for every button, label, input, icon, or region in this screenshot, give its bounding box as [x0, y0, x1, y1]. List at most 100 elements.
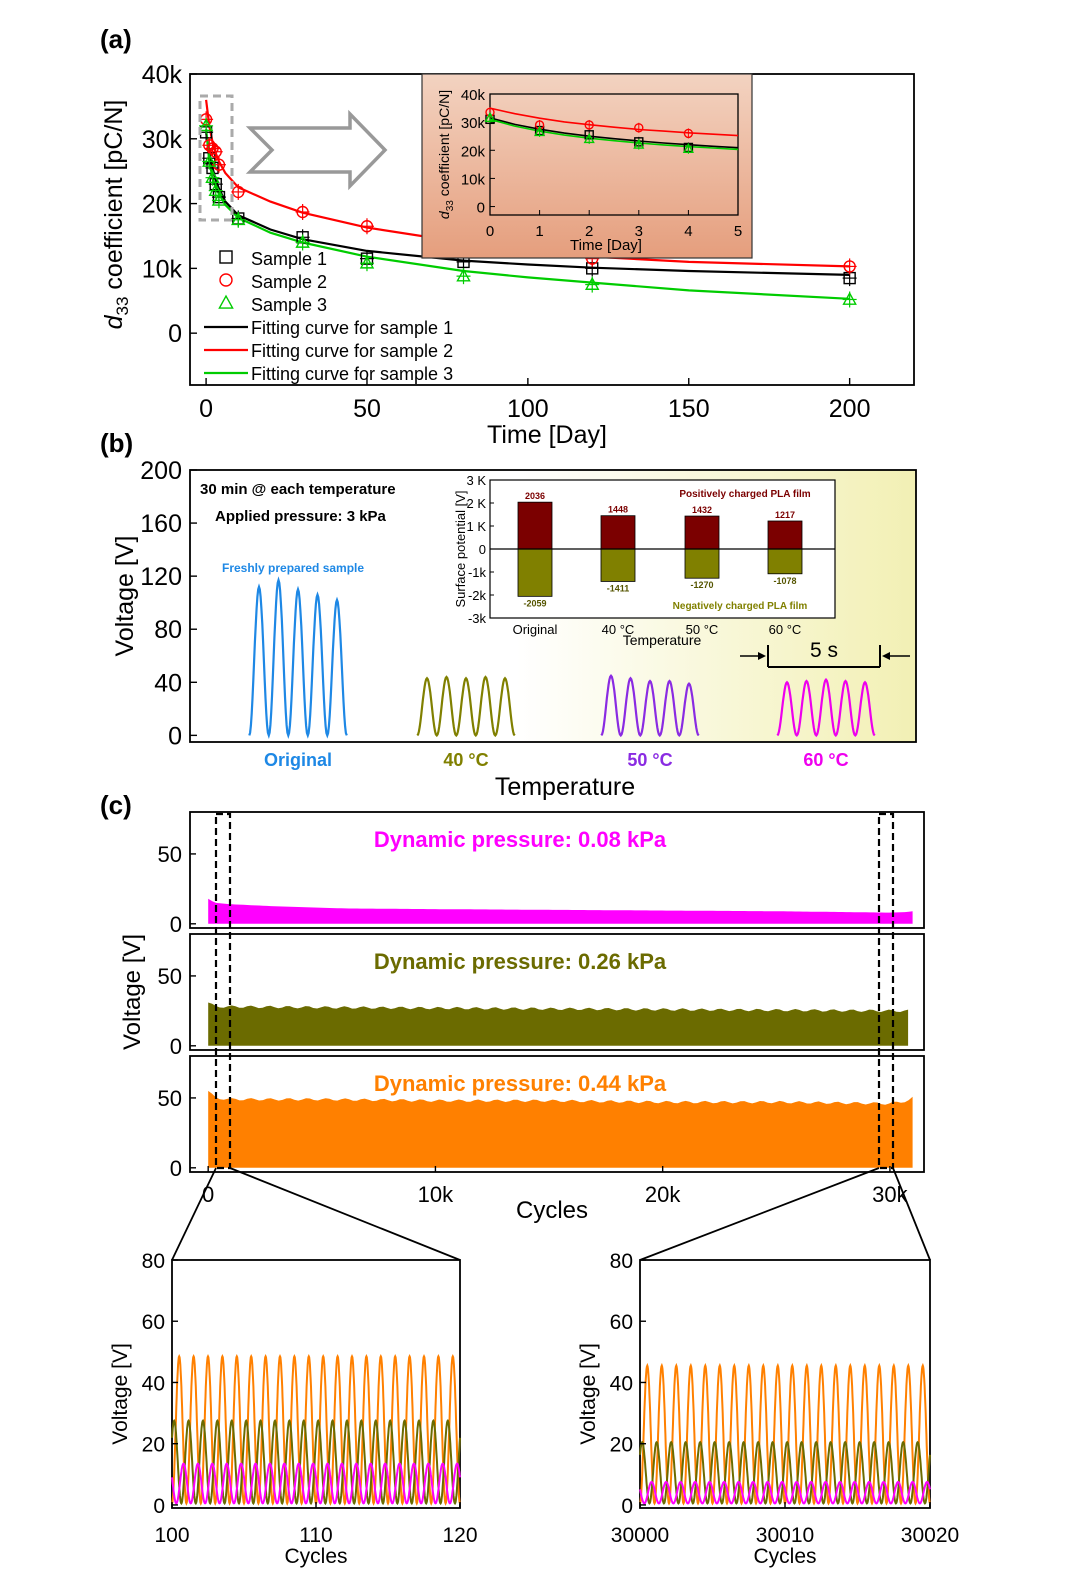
y-tick-label-c: 0	[170, 1156, 182, 1181]
data-point-sample-3	[202, 153, 217, 167]
bar-label-positive-1: 1448	[608, 505, 628, 515]
inset-point-sample-3	[583, 132, 595, 144]
data-point-sample-2	[212, 158, 226, 171]
inset-b-y-tick-label: 0	[479, 542, 486, 557]
y-tick-label-c: 50	[158, 964, 182, 989]
group-label-1: 40 °C	[443, 750, 488, 770]
data-point-sample-3	[295, 234, 310, 248]
y-axis-label-a: d33 coefficient [pC/N]	[100, 100, 132, 330]
cycle-envelope-0	[208, 898, 913, 924]
zoom-box-start	[214, 812, 232, 1170]
inset-fit-curve-1	[489, 117, 739, 149]
inset-b-y-tick-label: -1k	[468, 565, 487, 580]
waveform-1	[416, 675, 516, 738]
bar-negative-1	[600, 548, 636, 582]
zoom-highlight-box	[198, 94, 234, 222]
inset-b-y-tick-label: 3 K	[466, 473, 486, 488]
inset-x-tick-label: 5	[734, 223, 742, 240]
x-axis-label-c: Cycles	[516, 1197, 588, 1224]
zoom-box-end	[877, 812, 895, 1170]
inset-a-frame	[489, 93, 739, 216]
zoom-x-tick-label: 30010	[756, 1524, 814, 1547]
inset-point-sample-2	[683, 128, 694, 139]
zoom-line-2b	[892, 1167, 931, 1261]
zoom-x-axis-label: Cycles	[284, 1545, 347, 1568]
y-tick-label-c: 50	[158, 1086, 182, 1111]
inset-x-tick-label: 4	[684, 223, 692, 240]
waveform-2	[600, 673, 700, 738]
inset-fit-curve-2	[489, 107, 739, 137]
y-tick-label-c: 50	[158, 842, 182, 867]
legend-positive: Positively charged PLA film	[679, 489, 810, 500]
legend-negative: Negatively charged PLA film	[673, 601, 808, 612]
y-tick-label-c: 0	[170, 1034, 182, 1059]
zoom-wave-0-2	[171, 1462, 461, 1505]
data-point-sample-3	[359, 255, 375, 269]
inset-y-tick-label: 0	[477, 200, 485, 217]
y-tick-label-b: 160	[140, 510, 182, 538]
zoom-y-tick-label: 0	[153, 1495, 165, 1518]
inset-y-tick-label: 40k	[461, 87, 486, 104]
bar-negative-2	[684, 548, 720, 579]
bar-positive-2	[684, 515, 720, 550]
note-fresh-sample: Freshly prepared sample	[222, 561, 364, 575]
inset-b-y-tick-label: -3k	[468, 611, 487, 626]
group-label-2: 50 °C	[627, 750, 672, 770]
zoom-y-tick-label: 40	[610, 1372, 633, 1395]
inset-x-tick-label: 2	[585, 223, 593, 240]
bar-label-positive-2: 1432	[692, 505, 712, 515]
zoom-x-tick-label: 110	[299, 1524, 332, 1547]
inset-point-sample-3	[633, 138, 645, 149]
data-point-sample-3	[205, 169, 220, 184]
x-tick-label-a: 200	[829, 395, 871, 423]
inset-y-axis-label: d33 coefficient [pC/N]	[436, 90, 456, 219]
panel-label-b: (b)	[100, 428, 133, 458]
row-title-2: Dynamic pressure: 0.44 kPa	[374, 1071, 667, 1096]
chart-b: 0 40 80 120 160 200 Voltage [V] Temperature 30 m…	[111, 457, 917, 801]
bar-label-positive-0: 2036	[525, 491, 545, 501]
y-tick-label-a: 10k	[142, 255, 183, 283]
bar-label-negative-0: -2059	[523, 598, 546, 608]
x-tick-label-c: 0	[202, 1182, 214, 1207]
note-pressure: Applied pressure: 3 kPa	[215, 508, 387, 525]
zoom-x-tick-label: 100	[154, 1524, 189, 1547]
panel-label-c: (c)	[100, 790, 132, 820]
y-axis-label-c: Voltage [V]	[119, 934, 146, 1050]
inset-b-y-tick-label: 2 K	[466, 496, 486, 511]
legend-label-sample-3: Sample 3	[251, 295, 327, 315]
inset-point-sample-2	[584, 120, 594, 130]
y-tick-label-a: 20k	[142, 191, 183, 219]
legend-label-fit-3: Fitting curve for sample 3	[251, 364, 453, 384]
x-axis-label-a: Time [Day]	[487, 421, 607, 449]
bar-label-negative-3: -1078	[773, 576, 796, 586]
legend-marker-2	[219, 273, 233, 287]
zoom-wave-1-1	[639, 1440, 931, 1505]
zoom-x-tick-label: 120	[442, 1524, 477, 1547]
waveform-0	[248, 576, 348, 739]
inset-b-x-axis-label: Temperature	[623, 632, 702, 648]
zoom-wave-0-1	[171, 1418, 461, 1506]
scale-bar-label: 5 s	[810, 639, 838, 662]
group-label-0: Original	[264, 750, 332, 770]
zoom-y-tick-label: 40	[142, 1372, 165, 1395]
zoom-y-tick-label: 60	[610, 1311, 633, 1334]
inset-point-sample-2	[634, 123, 644, 133]
inset-point-sample-3	[534, 125, 546, 137]
inset-b-category-2: 50 °C	[686, 622, 719, 637]
inset-b-y-axis-label: Surface potential [V]	[453, 490, 468, 607]
cycle-envelope-2	[208, 1090, 913, 1168]
data-point-sample-2	[209, 145, 222, 158]
note-duration: 30 min @ each temperature	[200, 481, 396, 498]
inset-b-y-tick-label: 1 K	[466, 519, 486, 534]
inset-b-category-3: 60 °C	[769, 622, 802, 637]
y-tick-label-a: 40k	[142, 61, 183, 89]
zoom-frame-1	[639, 1259, 931, 1509]
row-title-1: Dynamic pressure: 0.26 kPa	[374, 949, 667, 974]
y-tick-label-a: 30k	[142, 126, 183, 154]
inset-y-tick-label: 10k	[461, 171, 486, 188]
zoom-x-tick-label: 30020	[901, 1524, 959, 1547]
data-point-sample-2	[206, 142, 219, 155]
legend-label-fit-2: Fitting curve for sample 2	[251, 341, 453, 361]
